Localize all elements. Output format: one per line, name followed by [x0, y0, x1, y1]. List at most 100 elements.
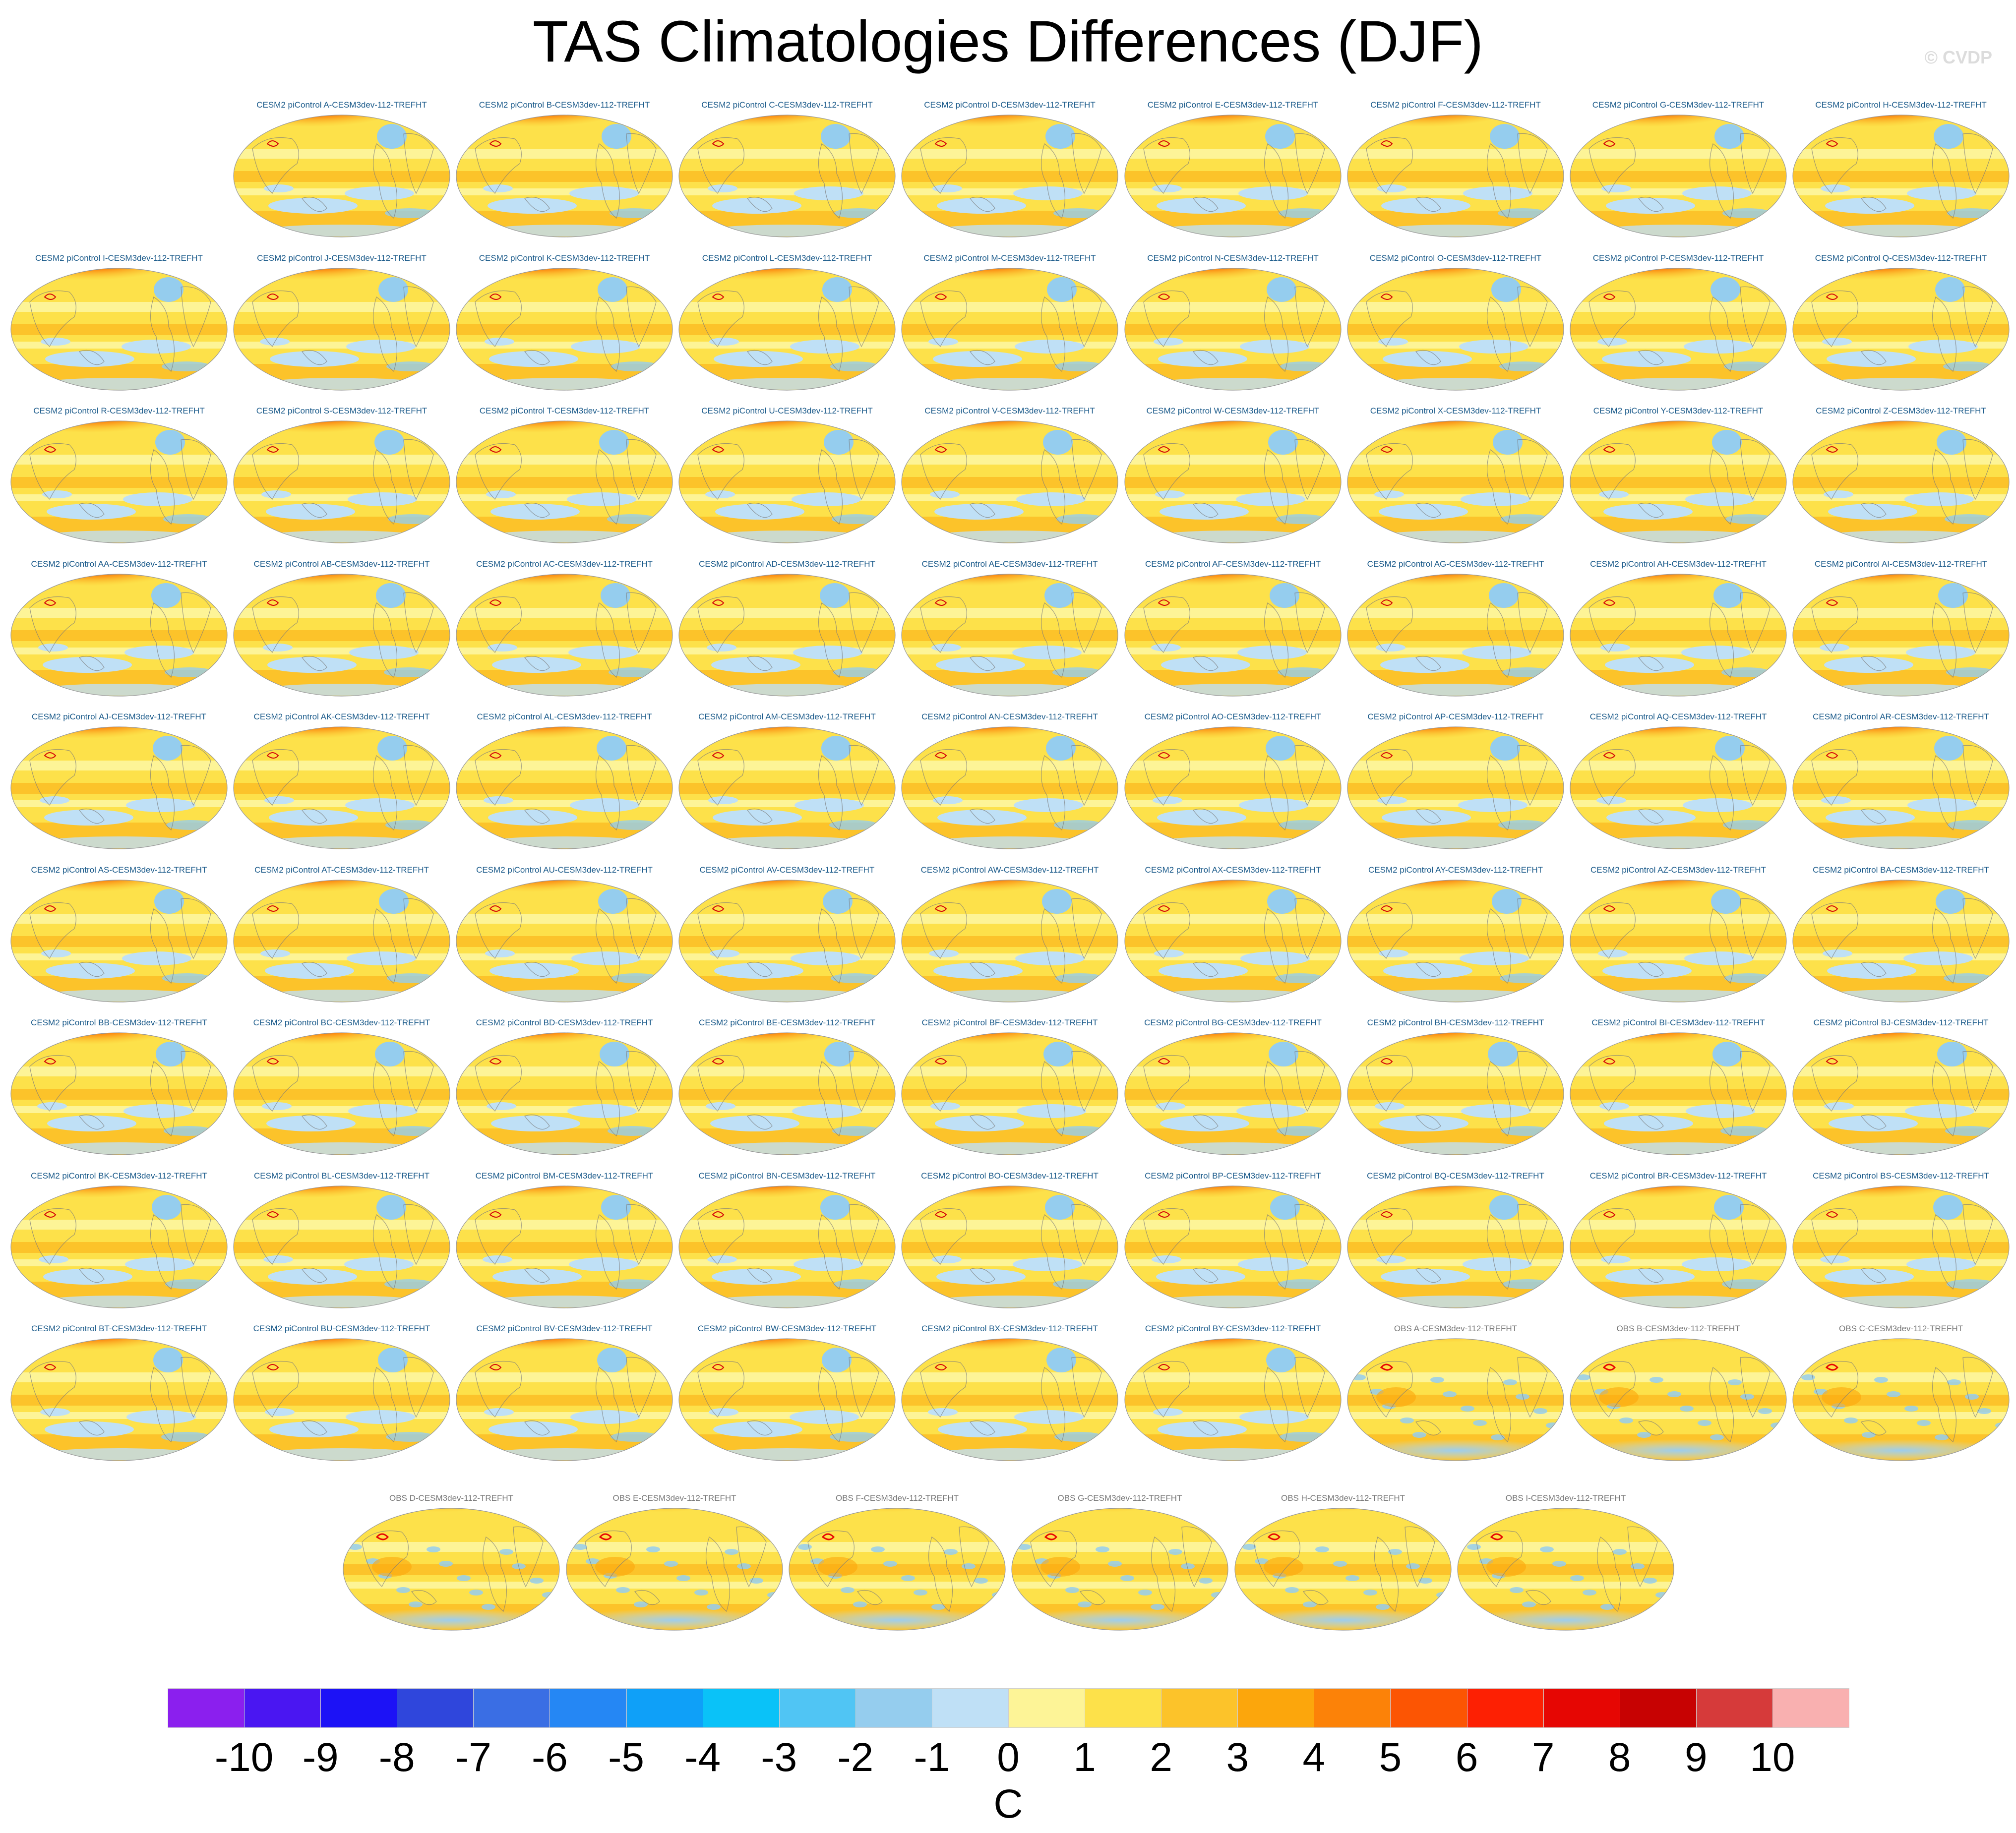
watermark: © CVDP: [1924, 47, 1992, 67]
panel-title: CESM2 piControl N-CESM3dev-112-TREFHT: [1147, 253, 1319, 263]
model-difference-map: [1569, 573, 1787, 697]
map-panel: CESM2 piControl V-CESM3dev-112-TREFHT: [901, 406, 1119, 544]
model-difference-map: [455, 573, 673, 697]
model-difference-map: [1569, 114, 1787, 238]
model-difference-map: [1792, 267, 2010, 391]
panel-title: CESM2 piControl AC-CESM3dev-112-TREFHT: [476, 559, 653, 569]
panel-title: CESM2 piControl AJ-CESM3dev-112-TREFHT: [31, 712, 207, 721]
map-panel: CESM2 piControl AC-CESM3dev-112-TREFHT: [455, 559, 673, 697]
panel-title: CESM2 piControl AQ-CESM3dev-112-TREFHT: [1589, 712, 1767, 721]
colorbar-box: [702, 1688, 780, 1728]
colorbar-tick-label: -5: [608, 1735, 644, 1780]
model-difference-map: [233, 114, 451, 238]
panel-title: CESM2 piControl BQ-CESM3dev-112-TREFHT: [1367, 1171, 1544, 1181]
panel-title: CESM2 piControl AI-CESM3dev-112-TREFHT: [1814, 559, 1988, 569]
map-panel: CESM2 piControl Z-CESM3dev-112-TREFHT: [1792, 406, 2010, 544]
colorbar-tick-label: 7: [1531, 1735, 1555, 1780]
panel-title: CESM2 piControl S-CESM3dev-112-TREFHT: [256, 406, 428, 415]
panel-title: CESM2 piControl AE-CESM3dev-112-TREFHT: [921, 559, 1098, 569]
panel-title: CESM2 piControl BF-CESM3dev-112-TREFHT: [921, 1018, 1098, 1027]
map-panel: CESM2 piControl AP-CESM3dev-112-TREFHT: [1346, 712, 1565, 850]
model-difference-map: [1124, 114, 1342, 238]
map-panel: CESM2 piControl AR-CESM3dev-112-TREFHT: [1792, 712, 2010, 850]
panel-title: CESM2 piControl BX-CESM3dev-112-TREFHT: [921, 1324, 1098, 1333]
colorbar-tick-label: 5: [1379, 1735, 1402, 1780]
panel-title: OBS G-CESM3dev-112-TREFHT: [1057, 1493, 1182, 1503]
map-panel: OBS G-CESM3dev-112-TREFHT: [1011, 1493, 1229, 1631]
panel-title: OBS F-CESM3dev-112-TREFHT: [835, 1493, 959, 1503]
panel-title: CESM2 piControl O-CESM3dev-112-TREFHT: [1369, 253, 1542, 263]
map-panel: CESM2 piControl BY-CESM3dev-112-TREFHT: [1124, 1324, 1342, 1462]
colorbar-box: [931, 1688, 1009, 1728]
colorbar-box: [1161, 1688, 1238, 1728]
model-difference-map: [901, 726, 1119, 850]
model-difference-map: [455, 267, 673, 391]
panel-title: CESM2 piControl BR-CESM3dev-112-TREFHT: [1589, 1171, 1767, 1181]
map-panel: CESM2 piControl U-CESM3dev-112-TREFHT: [678, 406, 896, 544]
map-panel: CESM2 piControl BW-CESM3dev-112-TREFHT: [678, 1324, 896, 1462]
panel-title: CESM2 piControl BK-CESM3dev-112-TREFHT: [31, 1171, 207, 1181]
colorbar-box: [1466, 1688, 1544, 1728]
model-difference-map: [901, 420, 1119, 544]
map-panel: OBS A-CESM3dev-112-TREFHT: [1346, 1324, 1565, 1462]
panel-title: CESM2 piControl U-CESM3dev-112-TREFHT: [701, 406, 873, 415]
model-difference-map: [1346, 420, 1565, 544]
map-panel: CESM2 piControl Q-CESM3dev-112-TREFHT: [1792, 253, 2010, 391]
model-difference-map: [678, 1338, 896, 1462]
panel-title: CESM2 piControl AV-CESM3dev-112-TREFHT: [699, 865, 875, 875]
panel-title: CESM2 piControl BL-CESM3dev-112-TREFHT: [254, 1171, 429, 1181]
panel-title: CESM2 piControl I-CESM3dev-112-TREFHT: [35, 253, 203, 263]
panel-title: CESM2 piControl BW-CESM3dev-112-TREFHT: [697, 1324, 877, 1333]
panel-title: CESM2 piControl AS-CESM3dev-112-TREFHT: [31, 865, 207, 875]
model-difference-map: [1792, 114, 2010, 238]
map-panel: CESM2 piControl BF-CESM3dev-112-TREFHT: [901, 1018, 1119, 1156]
model-difference-map: [678, 726, 896, 850]
model-difference-map: [1792, 1185, 2010, 1309]
map-panel: CESM2 piControl R-CESM3dev-112-TREFHT: [10, 406, 228, 544]
map-panel: CESM2 piControl BK-CESM3dev-112-TREFHT: [10, 1171, 228, 1309]
panel-title: CESM2 piControl M-CESM3dev-112-TREFHT: [923, 253, 1096, 263]
map-panel: CESM2 piControl BM-CESM3dev-112-TREFHT: [455, 1171, 673, 1309]
model-difference-map: [233, 879, 451, 1003]
colorbar-tick-label: -4: [684, 1735, 721, 1780]
map-panel: CESM2 piControl BX-CESM3dev-112-TREFHT: [901, 1324, 1119, 1462]
map-panel: CESM2 piControl BS-CESM3dev-112-TREFHT: [1792, 1171, 2010, 1309]
colorbar-box: [1085, 1688, 1162, 1728]
panel-title: CESM2 piControl H-CESM3dev-112-TREFHT: [1815, 100, 1987, 110]
obs-difference-map: [1457, 1507, 1675, 1631]
panel-title: CESM2 piControl BG-CESM3dev-112-TREFHT: [1144, 1018, 1322, 1027]
model-difference-map: [1124, 267, 1342, 391]
map-panel: CESM2 piControl BQ-CESM3dev-112-TREFHT: [1346, 1171, 1565, 1309]
model-difference-map: [233, 1032, 451, 1156]
panel-title: CESM2 piControl AL-CESM3dev-112-TREFHT: [477, 712, 652, 721]
map-panel: CESM2 piControl D-CESM3dev-112-TREFHT: [901, 100, 1119, 238]
model-difference-map: [1124, 1338, 1342, 1462]
colorbar: [168, 1688, 1849, 1729]
panel-title: CESM2 piControl BD-CESM3dev-112-TREFHT: [476, 1018, 653, 1027]
panel-title: CESM2 piControl BC-CESM3dev-112-TREFHT: [253, 1018, 430, 1027]
map-panel: CESM2 piControl BG-CESM3dev-112-TREFHT: [1124, 1018, 1342, 1156]
panel-title: CESM2 piControl BM-CESM3dev-112-TREFHT: [475, 1171, 654, 1181]
model-difference-map: [678, 1185, 896, 1309]
map-panel: CESM2 piControl AB-CESM3dev-112-TREFHT: [233, 559, 451, 697]
panel-title: CESM2 piControl AM-CESM3dev-112-TREFHT: [698, 712, 876, 721]
model-difference-map: [233, 267, 451, 391]
panel-title: OBS H-CESM3dev-112-TREFHT: [1281, 1493, 1405, 1503]
model-difference-map: [1346, 1185, 1565, 1309]
panel-grid: CESM2 piControl A-CESM3dev-112-TREFHT CES…: [10, 100, 2010, 1631]
map-panel: CESM2 piControl AD-CESM3dev-112-TREFHT: [678, 559, 896, 697]
panel-title: CESM2 piControl AY-CESM3dev-112-TREFHT: [1368, 865, 1543, 875]
obs-difference-map: [1011, 1507, 1229, 1631]
model-difference-map: [901, 267, 1119, 391]
panel-title: CESM2 piControl C-CESM3dev-112-TREFHT: [701, 100, 873, 110]
colorbar-box: [1237, 1688, 1315, 1728]
map-panel: CESM2 piControl BD-CESM3dev-112-TREFHT: [455, 1018, 673, 1156]
panel-title: CESM2 piControl BO-CESM3dev-112-TREFHT: [921, 1171, 1099, 1181]
panel-title: CESM2 piControl AR-CESM3dev-112-TREFHT: [1813, 712, 1989, 721]
map-panel: CESM2 piControl BR-CESM3dev-112-TREFHT: [1569, 1171, 1787, 1309]
map-panel: OBS C-CESM3dev-112-TREFHT: [1792, 1324, 2010, 1462]
panel-title: CESM2 piControl AA-CESM3dev-112-TREFHT: [31, 559, 207, 569]
map-panel: CESM2 piControl BB-CESM3dev-112-TREFHT: [10, 1018, 228, 1156]
obs-difference-map: [1792, 1338, 2010, 1462]
map-panel: CESM2 piControl BV-CESM3dev-112-TREFHT: [455, 1324, 673, 1462]
